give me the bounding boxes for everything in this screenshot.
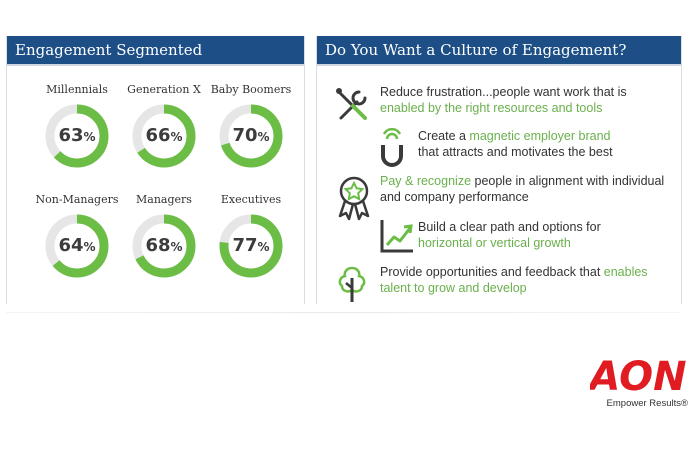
donut-0: Millennials 63% — [27, 82, 127, 170]
donut-1: Generation X 66% — [114, 82, 214, 170]
donut-value-number: 64 — [58, 235, 84, 256]
faint-divider — [6, 312, 680, 313]
donut-value-arc — [219, 104, 283, 168]
donut-value-unit: % — [83, 240, 96, 254]
donut-ring — [219, 104, 283, 168]
culture-item-5-post: talent to grow and develop — [380, 281, 527, 295]
donut-value-number: 63 — [58, 125, 84, 146]
magnet-icon — [378, 127, 406, 172]
culture-item-1-highlight: enabled by the right resources and tools — [380, 101, 603, 115]
donut-label: Millennials — [46, 83, 108, 96]
donut-value-number: 66 — [145, 125, 171, 146]
culture-item-3-highlight: Pay & recognize — [380, 174, 472, 188]
culture-item-2-post: that attracts and motivates the best — [418, 145, 613, 159]
engagement-segmented-panel: Engagement Segmented Millennials 63% Gener… — [6, 36, 305, 304]
culture-item-4-highlight: horizontal or vertical growth — [418, 236, 571, 250]
donut-3: Non-Managers 64% — [27, 192, 127, 280]
culture-panel: Do You Want a Culture of Engagement? Red… — [316, 36, 682, 304]
donut-value-unit: % — [257, 130, 270, 144]
donut-5: Executives 77% — [201, 192, 301, 280]
donut-value-unit: % — [257, 240, 270, 254]
culture-item-5-highlight: enables — [603, 265, 648, 279]
donut-value-unit: % — [83, 130, 96, 144]
donut-value-unit: % — [170, 240, 183, 254]
donut-value-arc — [219, 214, 283, 278]
brand-tagline: Empower Results® — [606, 398, 688, 409]
donut-label: Generation X — [127, 83, 201, 96]
donut-label: Managers — [136, 193, 192, 206]
aon-logo-text: AON — [590, 354, 686, 396]
left-panel-divider — [7, 64, 304, 66]
donut-ring — [132, 104, 196, 168]
donut-value-unit: % — [170, 130, 183, 144]
donut-value-arc — [132, 104, 196, 168]
donut-ring — [45, 214, 109, 278]
tree-icon — [335, 264, 369, 308]
donut-value-arc — [45, 104, 109, 168]
culture-item-2-pre: Create a — [418, 129, 470, 143]
donut-ring — [219, 214, 283, 278]
donut-value-label: 77% — [217, 212, 285, 280]
culture-item-4-pre: Build a clear path and options for — [418, 220, 601, 234]
donut-4: Managers 68% — [114, 192, 214, 280]
donut-value-label: 66% — [130, 102, 198, 170]
right-panel-divider — [317, 64, 681, 66]
culture-item-1-pre: Reduce frustration...people want work th… — [380, 85, 627, 99]
culture-item-5-pre: Provide opportunities and feedback that — [380, 265, 604, 279]
growth-chart-icon — [379, 218, 415, 258]
culture-item-2-highlight: magnetic employer brand — [469, 129, 611, 143]
donut-value-label: 68% — [130, 212, 198, 280]
donut-value-number: 70 — [232, 125, 258, 146]
donut-value-label: 70% — [217, 102, 285, 170]
wrench-screwdriver-icon — [333, 84, 373, 128]
right-panel-title: Do You Want a Culture of Engagement? — [317, 36, 681, 64]
left-panel-title: Engagement Segmented — [7, 36, 304, 64]
culture-item-3-post: people in alignment with individual and … — [380, 174, 665, 204]
award-ribbon-icon — [335, 174, 373, 226]
donut-value-arc — [132, 214, 196, 278]
donut-value-arc — [45, 214, 109, 278]
donut-label: Executives — [220, 193, 282, 206]
donut-value-label: 64% — [43, 212, 111, 280]
donut-value-number: 68 — [145, 235, 171, 256]
donut-label: Non-Managers — [35, 193, 119, 206]
donut-value-number: 77 — [232, 235, 258, 256]
aon-logo: AON — [586, 350, 686, 410]
donut-value-label: 63% — [43, 102, 111, 170]
donut-label: Baby Boomers — [210, 83, 292, 96]
donut-ring — [45, 104, 109, 168]
donut-ring — [132, 214, 196, 278]
donut-2: Baby Boomers 70% — [201, 82, 301, 170]
